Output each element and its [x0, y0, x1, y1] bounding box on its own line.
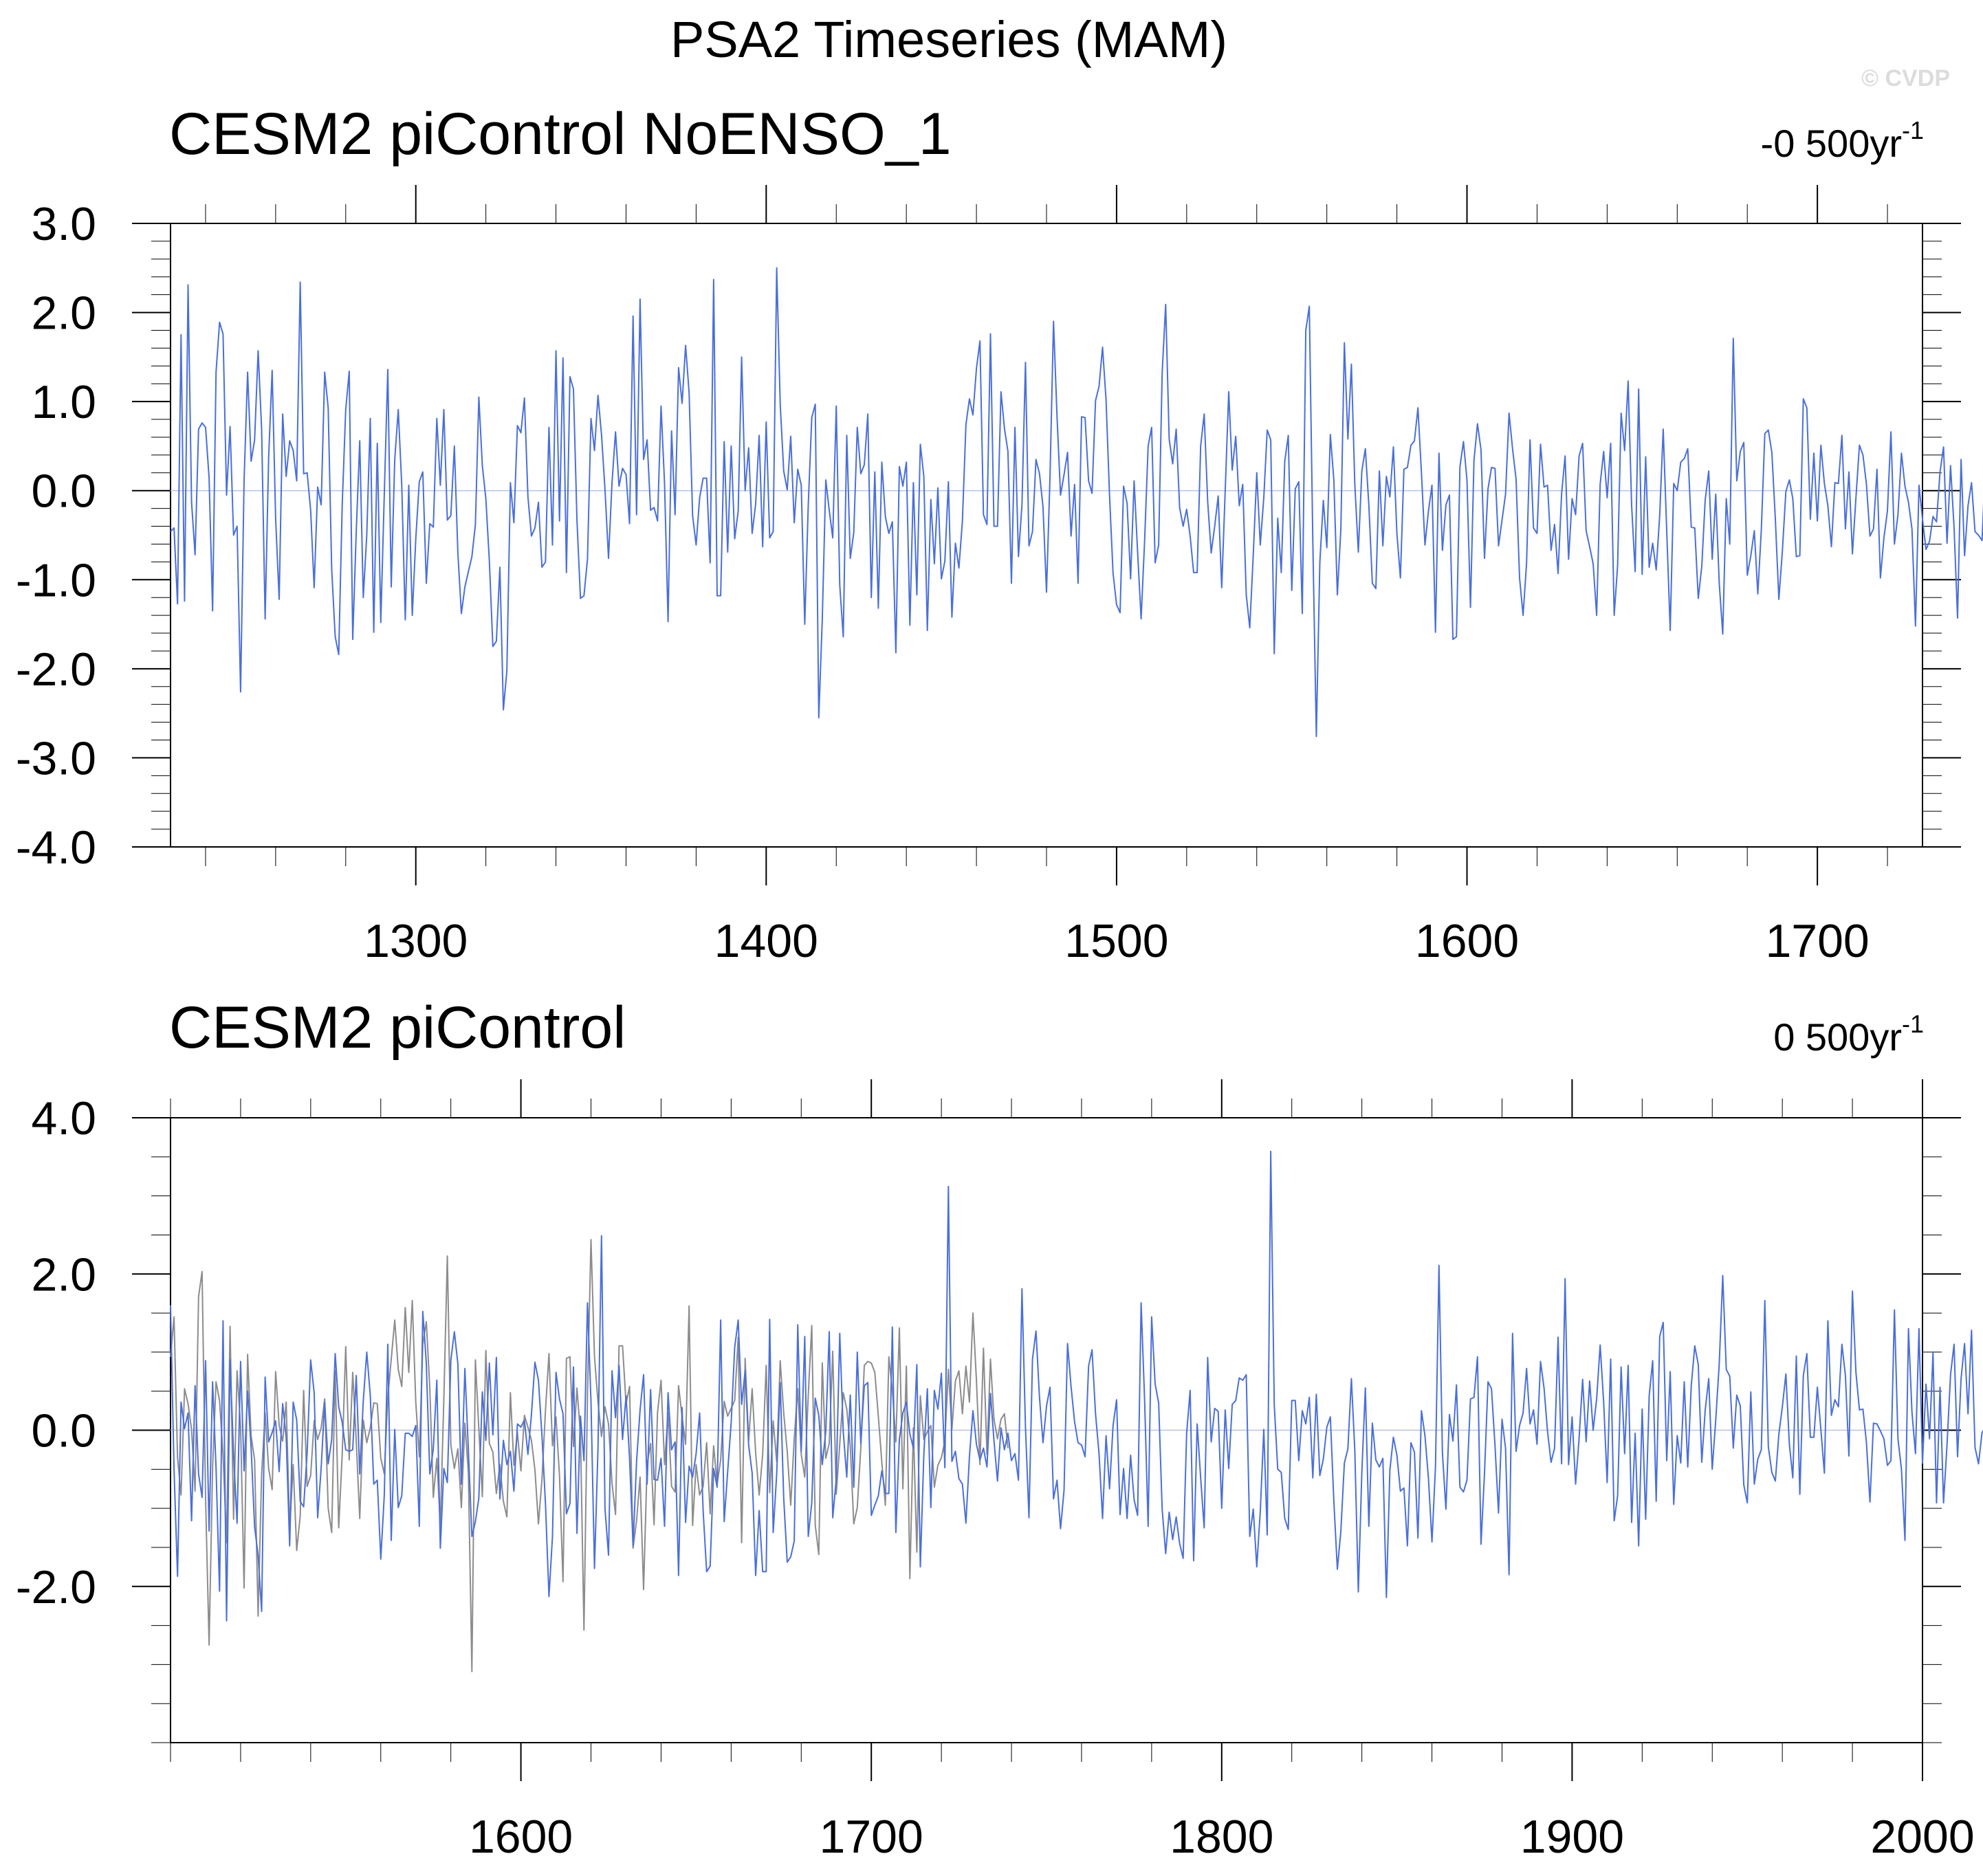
- y-tick-label: 2.0: [31, 287, 96, 340]
- y-tick-label: 1.0: [31, 376, 96, 428]
- x-tick-label: 1800: [1170, 1811, 1273, 1863]
- trend-label: 0 500yr-1: [1773, 1010, 1924, 1059]
- figure-title: PSA2 Timeseries (MAM): [670, 11, 1227, 68]
- axes: 3.0 2.0 1.0 0.0 -1.0 -2.0 -3.0 -4.0 1300 1400 1500…: [16, 185, 1961, 967]
- x-tick-label: 1700: [820, 1811, 923, 1863]
- y-tick-label: -4.0: [16, 821, 96, 874]
- plot-frame: [170, 223, 1923, 848]
- y-tick-label: 2.0: [31, 1248, 96, 1301]
- y-tick-label: 3.0: [31, 198, 96, 250]
- axes: 4.0 2.0 0.0 -2.0 1600 1700 1800 1900 2000: [16, 1079, 1975, 1863]
- panel-title: CESM2 piControl NoENSO_1: [169, 101, 952, 167]
- series-line-1: [170, 1239, 1009, 1673]
- x-tick-label: 1600: [469, 1811, 573, 1863]
- x-tick-label: 1400: [714, 915, 818, 967]
- y-tick-label: -1.0: [16, 554, 96, 606]
- x-tick-label: 1600: [1415, 915, 1519, 967]
- series-line-1: [170, 267, 1983, 738]
- trend-label: -0 500yr-1: [1761, 116, 1924, 165]
- y-tick-label: -3.0: [16, 732, 96, 784]
- y-tick-label: 0.0: [31, 465, 96, 518]
- plot-area: [170, 1150, 1983, 1673]
- y-tick-label: -2.0: [16, 643, 96, 696]
- cvdp-watermark: © CVDP: [1861, 65, 1950, 91]
- x-tick-label: 2000: [1870, 1811, 1974, 1863]
- panel-picontrol: CESM2 piControl 0 500yr-1 4.0 2.0 0.0 -2.0 1…: [16, 995, 1983, 1863]
- x-tick-label: 1900: [1520, 1811, 1624, 1863]
- panel-noenso: CESM2 piControl NoENSO_1 -0 500yr-1 3.0 2…: [16, 101, 1983, 967]
- series-line-2: [170, 1150, 1983, 1622]
- x-tick-label: 1500: [1064, 915, 1168, 967]
- x-tick-label: 1300: [364, 915, 468, 967]
- y-tick-label: -2.0: [16, 1561, 96, 1613]
- y-tick-label: 4.0: [31, 1092, 96, 1145]
- plot-area: [170, 267, 1983, 738]
- y-tick-label: 0.0: [31, 1405, 96, 1457]
- x-tick-label: 1700: [1765, 915, 1869, 967]
- panel-title: CESM2 piControl: [169, 995, 626, 1061]
